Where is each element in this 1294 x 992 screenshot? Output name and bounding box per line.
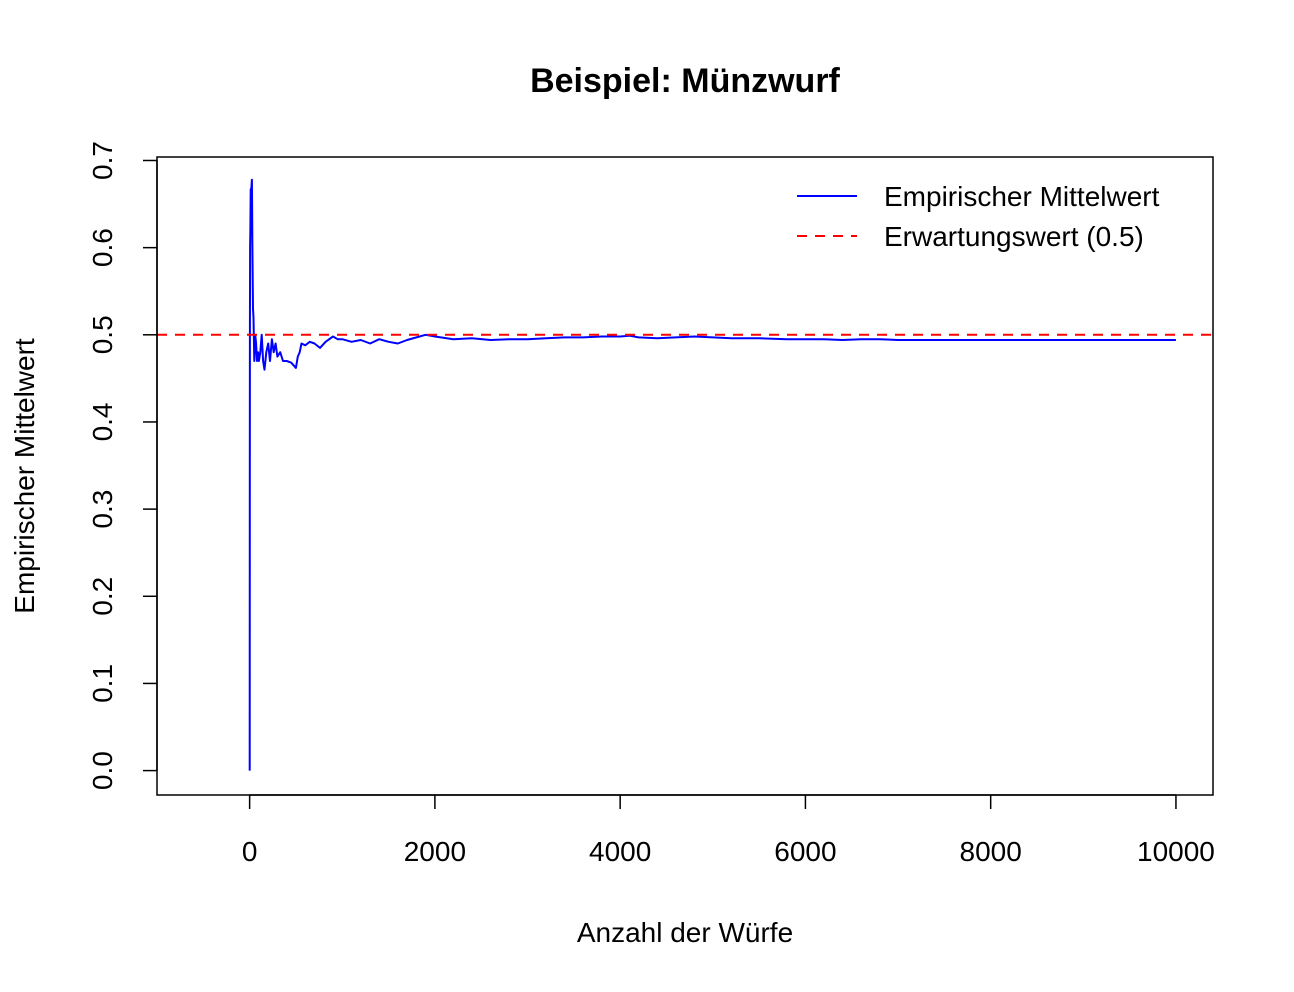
- y-axis-label: Empirischer Mittelwert: [9, 338, 40, 614]
- x-axis: 0 2000 4000 6000 8000 10000: [242, 794, 1215, 867]
- legend-label-empirical-mean: Empirischer Mittelwert: [884, 181, 1160, 212]
- x-tick-label: 2000: [404, 836, 466, 867]
- legend-label-expected-value: Erwartungswert (0.5): [884, 221, 1144, 252]
- y-tick-label: 0.4: [87, 402, 118, 441]
- x-tick-label: 10000: [1137, 836, 1215, 867]
- y-axis: 0.0 0.1 0.2 0.3 0.4 0.5 0.6 0.7: [87, 141, 158, 790]
- legend: Empirischer Mittelwert Erwartungswert (0…: [797, 181, 1160, 252]
- y-tick-label: 0.2: [87, 577, 118, 616]
- y-tick-label: 0.3: [87, 490, 118, 529]
- y-tick-label: 0.1: [87, 664, 118, 703]
- y-tick-label: 0.6: [87, 228, 118, 267]
- series-line-empirical-mean: [248, 178, 1176, 771]
- x-tick-label: 8000: [960, 836, 1022, 867]
- x-axis-label: Anzahl der Würfe: [577, 917, 793, 948]
- x-tick-label: 4000: [589, 836, 651, 867]
- x-tick-label: 6000: [774, 836, 836, 867]
- y-tick-label: 0.7: [87, 141, 118, 180]
- x-tick-label: 0: [242, 836, 258, 867]
- chart-title: Beispiel: Münzwurf: [530, 62, 840, 100]
- plot-area: [157, 178, 1213, 771]
- y-tick-label: 0.5: [87, 315, 118, 354]
- y-tick-label: 0.0: [87, 751, 118, 790]
